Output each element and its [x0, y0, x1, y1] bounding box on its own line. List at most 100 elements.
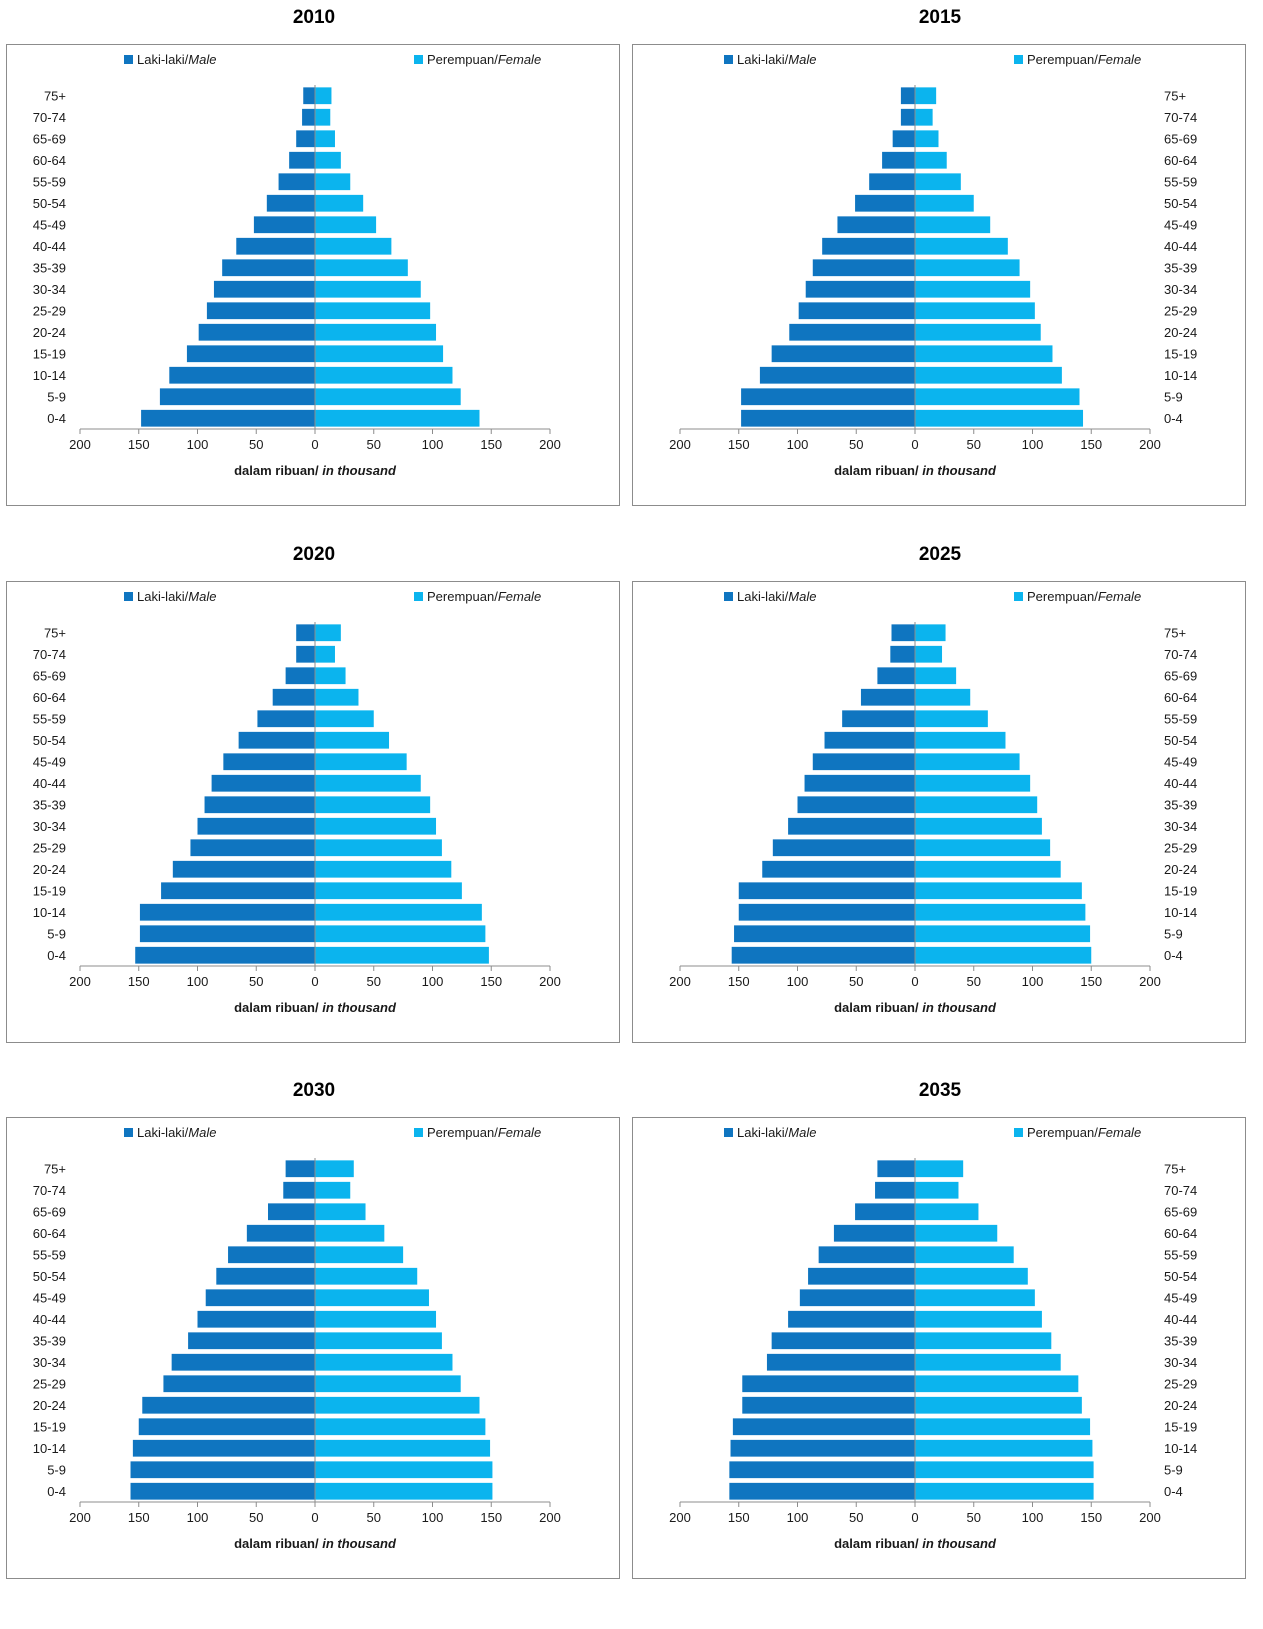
- bar-male-30-34: [197, 817, 315, 835]
- category-label: 10-14: [33, 905, 66, 920]
- bar-male-60-64: [860, 688, 915, 706]
- bar-male-5-9: [159, 388, 315, 406]
- bar-male-75+: [303, 87, 315, 105]
- bar-male-5-9: [139, 925, 315, 943]
- bar-female-50-54: [915, 731, 1006, 749]
- category-label: 0-4: [1164, 411, 1183, 426]
- bar-female-75+: [915, 87, 937, 105]
- bar-male-35-39: [188, 1332, 315, 1350]
- category-label: 75+: [44, 1161, 66, 1176]
- category-label: 25-29: [33, 303, 66, 318]
- bar-male-70-74: [296, 645, 315, 663]
- legend-label-male-italic: Male: [788, 52, 816, 67]
- category-label: 60-64: [1164, 690, 1197, 705]
- bar-male-45-49: [223, 753, 315, 771]
- bar-male-50-54: [266, 194, 315, 212]
- category-label: 50-54: [1164, 733, 1197, 748]
- category-label: 40-44: [1164, 776, 1197, 791]
- legend-label-female: Perempuan/Female: [427, 52, 541, 67]
- category-label: 20-24: [33, 1398, 66, 1413]
- bar-female-75+: [315, 624, 341, 642]
- bar-female-45-49: [915, 216, 991, 234]
- chart-title: 2020: [292, 544, 336, 565]
- bar-female-40-44: [915, 237, 1008, 255]
- bar-female-15-19: [315, 882, 462, 900]
- legend-swatch-female: [1014, 1128, 1023, 1137]
- bar-female-10-14: [915, 366, 1062, 384]
- bar-male-65-69: [296, 130, 315, 148]
- legend-label-male-text: Laki-laki/: [737, 52, 789, 67]
- bar-female-10-14: [315, 903, 482, 921]
- x-tick-label: 50: [367, 974, 381, 989]
- bar-female-40-44: [915, 1310, 1042, 1328]
- bar-female-40-44: [915, 774, 1031, 792]
- x-tick-label: 100: [1022, 1510, 1044, 1525]
- x-axis-title-text: dalam ribuan/: [834, 1536, 922, 1551]
- bar-female-75+: [315, 1160, 354, 1178]
- bar-male-30-34: [171, 1353, 315, 1371]
- bar-female-0-4: [315, 946, 489, 964]
- category-label: 15-19: [1164, 346, 1197, 361]
- bar-male-35-39: [771, 1332, 915, 1350]
- bar-female-65-69: [315, 667, 346, 685]
- category-label: 60-64: [33, 153, 66, 168]
- x-tick-label: 50: [367, 437, 381, 452]
- bar-male-15-19: [738, 882, 915, 900]
- legend-label-female: Perempuan/Female: [427, 1125, 541, 1140]
- bar-female-45-49: [315, 1289, 429, 1307]
- bar-female-70-74: [315, 108, 331, 126]
- bar-male-45-49: [799, 1289, 915, 1307]
- legend-label-female-text: Perempuan/: [1027, 1125, 1098, 1140]
- chart-panel-2020: 2020 Laki-laki/Male Perempuan/Female 0-4 5-…: [6, 543, 622, 1073]
- bar-male-15-19: [186, 345, 315, 363]
- pyramid-svg: Laki-laki/Male Perempuan/Female 0-4 5-9 10-1…: [669, 52, 1197, 478]
- bar-male-20-24: [742, 1396, 915, 1414]
- bar-female-15-19: [915, 345, 1053, 363]
- x-tick-label: 0: [911, 437, 918, 452]
- bar-female-35-39: [915, 259, 1020, 277]
- bar-male-40-44: [197, 1310, 315, 1328]
- category-label: 30-34: [1164, 819, 1197, 834]
- x-tick-label: 200: [69, 1510, 91, 1525]
- legend-label-female-italic: Female: [498, 1125, 541, 1140]
- bar-male-70-74: [900, 108, 915, 126]
- plot-area: Laki-laki/Male Perempuan/Female 0-4 5-9 10-1…: [6, 581, 620, 1043]
- bar-female-20-24: [915, 1396, 1082, 1414]
- pyramid-svg: Laki-laki/Male Perempuan/Female 0-4 5-9 10-1…: [33, 589, 561, 1015]
- category-label: 40-44: [1164, 1312, 1197, 1327]
- chart-panel-2015: 2015 Laki-laki/Male Perempuan/Female 0-4 5-…: [632, 6, 1248, 536]
- category-label: 0-4: [1164, 948, 1183, 963]
- bar-male-60-64: [272, 688, 315, 706]
- plot-area: Laki-laki/Male Perempuan/Female 0-4 5-9 10-1…: [6, 44, 620, 506]
- bar-female-65-69: [915, 1203, 979, 1221]
- category-label: 35-39: [33, 260, 66, 275]
- bar-female-10-14: [915, 903, 1086, 921]
- legend-label-female-italic: Female: [498, 589, 541, 604]
- pyramid-svg: Laki-laki/Male Perempuan/Female 0-4 5-9 10-1…: [33, 1125, 561, 1551]
- x-tick-label: 50: [967, 437, 981, 452]
- x-tick-label: 200: [69, 974, 91, 989]
- bar-female-20-24: [315, 1396, 480, 1414]
- bar-male-50-54: [824, 731, 915, 749]
- bar-female-40-44: [315, 774, 421, 792]
- category-label: 45-49: [1164, 1290, 1197, 1305]
- x-axis-title: dalam ribuan/ in thousand: [234, 1536, 397, 1551]
- x-axis-title-italic: in thousand: [322, 1000, 397, 1015]
- bar-female-50-54: [315, 194, 364, 212]
- bar-male-25-29: [163, 1375, 315, 1393]
- bar-male-55-59: [228, 1246, 315, 1264]
- legend-label-male: Laki-laki/Male: [737, 1125, 816, 1140]
- x-tick-label: 0: [311, 1510, 318, 1525]
- category-label: 10-14: [1164, 905, 1197, 920]
- bar-male-20-24: [172, 860, 315, 878]
- x-tick-label: 150: [480, 974, 502, 989]
- bar-male-0-4: [741, 409, 915, 427]
- pyramid-svg: Laki-laki/Male Perempuan/Female 0-4 5-9 10-1…: [33, 52, 561, 478]
- legend-label-female-text: Perempuan/: [427, 1125, 498, 1140]
- bar-female-75+: [915, 624, 946, 642]
- bar-male-50-54: [216, 1267, 315, 1285]
- x-axis-title: dalam ribuan/ in thousand: [234, 1000, 397, 1015]
- bar-male-0-4: [729, 1482, 915, 1500]
- x-tick-label: 200: [669, 1510, 691, 1525]
- legend-label-male-italic: Male: [188, 589, 216, 604]
